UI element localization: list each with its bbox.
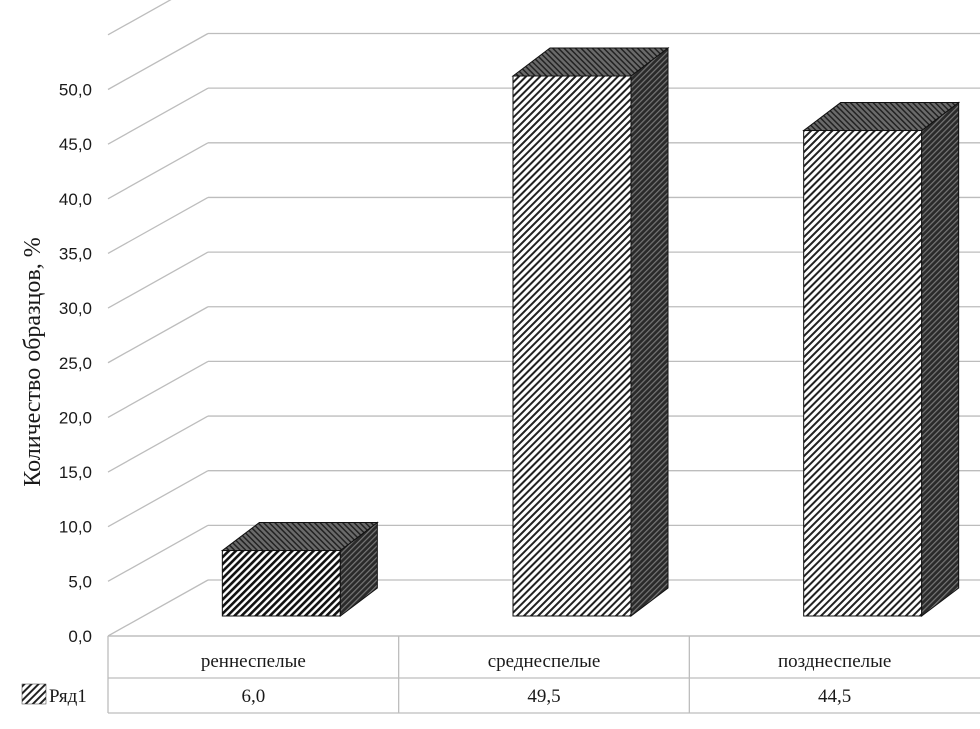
gridline-side — [107, 306, 209, 364]
bar-front — [803, 130, 923, 617]
category-label: реннеспелые — [201, 651, 306, 672]
bar-top — [220, 522, 379, 552]
y-tick-label: 20,0 — [59, 408, 92, 427]
bar-front — [221, 550, 341, 617]
category-label: среднеспелые — [488, 651, 601, 672]
gridline-side — [107, 524, 209, 582]
y-tick-label: 40,0 — [59, 190, 92, 209]
y-axis-label: Количество образцов, % — [20, 237, 46, 486]
y-tick-label: 10,0 — [59, 518, 92, 537]
gridline-side — [107, 87, 209, 145]
gridline-side — [107, 415, 209, 473]
data-label: 49,5 — [527, 686, 560, 707]
y-tick-label: 30,0 — [59, 299, 92, 318]
y-axis-ticks: 0,0 5,0 10,0 15,0 20,0 25,0 30,0 35,0 40,0 45,0 50… — [59, 81, 92, 647]
legend-series-name: Ряд1 — [49, 686, 87, 707]
gridline-side — [107, 142, 209, 200]
bar-top — [802, 102, 961, 132]
y-tick-label: 35,0 — [59, 244, 92, 263]
data-table: реннеспелые 6,0 среднеспелые 49,5 позднеспел… — [21, 635, 980, 714]
gridline-side — [107, 32, 209, 91]
y-tick-label: 25,0 — [59, 354, 92, 373]
gridline-side — [107, 470, 209, 528]
gridline-side — [107, 251, 209, 309]
data-label: 44,5 — [818, 686, 851, 707]
bars — [220, 46, 961, 618]
gridline-side — [107, 0, 172, 36]
y-tick-label: 15,0 — [59, 463, 92, 482]
legend-swatch — [21, 683, 47, 705]
bar-top — [511, 47, 670, 77]
gridline-side — [107, 360, 209, 418]
gridline-side — [107, 196, 209, 255]
category-label: позднеспелые — [778, 651, 891, 672]
bar-side — [921, 101, 960, 618]
data-label: 6,0 — [241, 686, 265, 707]
y-tick-label: 0,0 — [68, 627, 92, 646]
bar-side — [630, 46, 669, 618]
bar-front — [512, 75, 632, 617]
y-tick-label: 50,0 — [59, 81, 92, 100]
gridline-side — [107, 579, 209, 637]
y-tick-label: 45,0 — [59, 135, 92, 154]
y-tick-label: 5,0 — [68, 572, 92, 591]
